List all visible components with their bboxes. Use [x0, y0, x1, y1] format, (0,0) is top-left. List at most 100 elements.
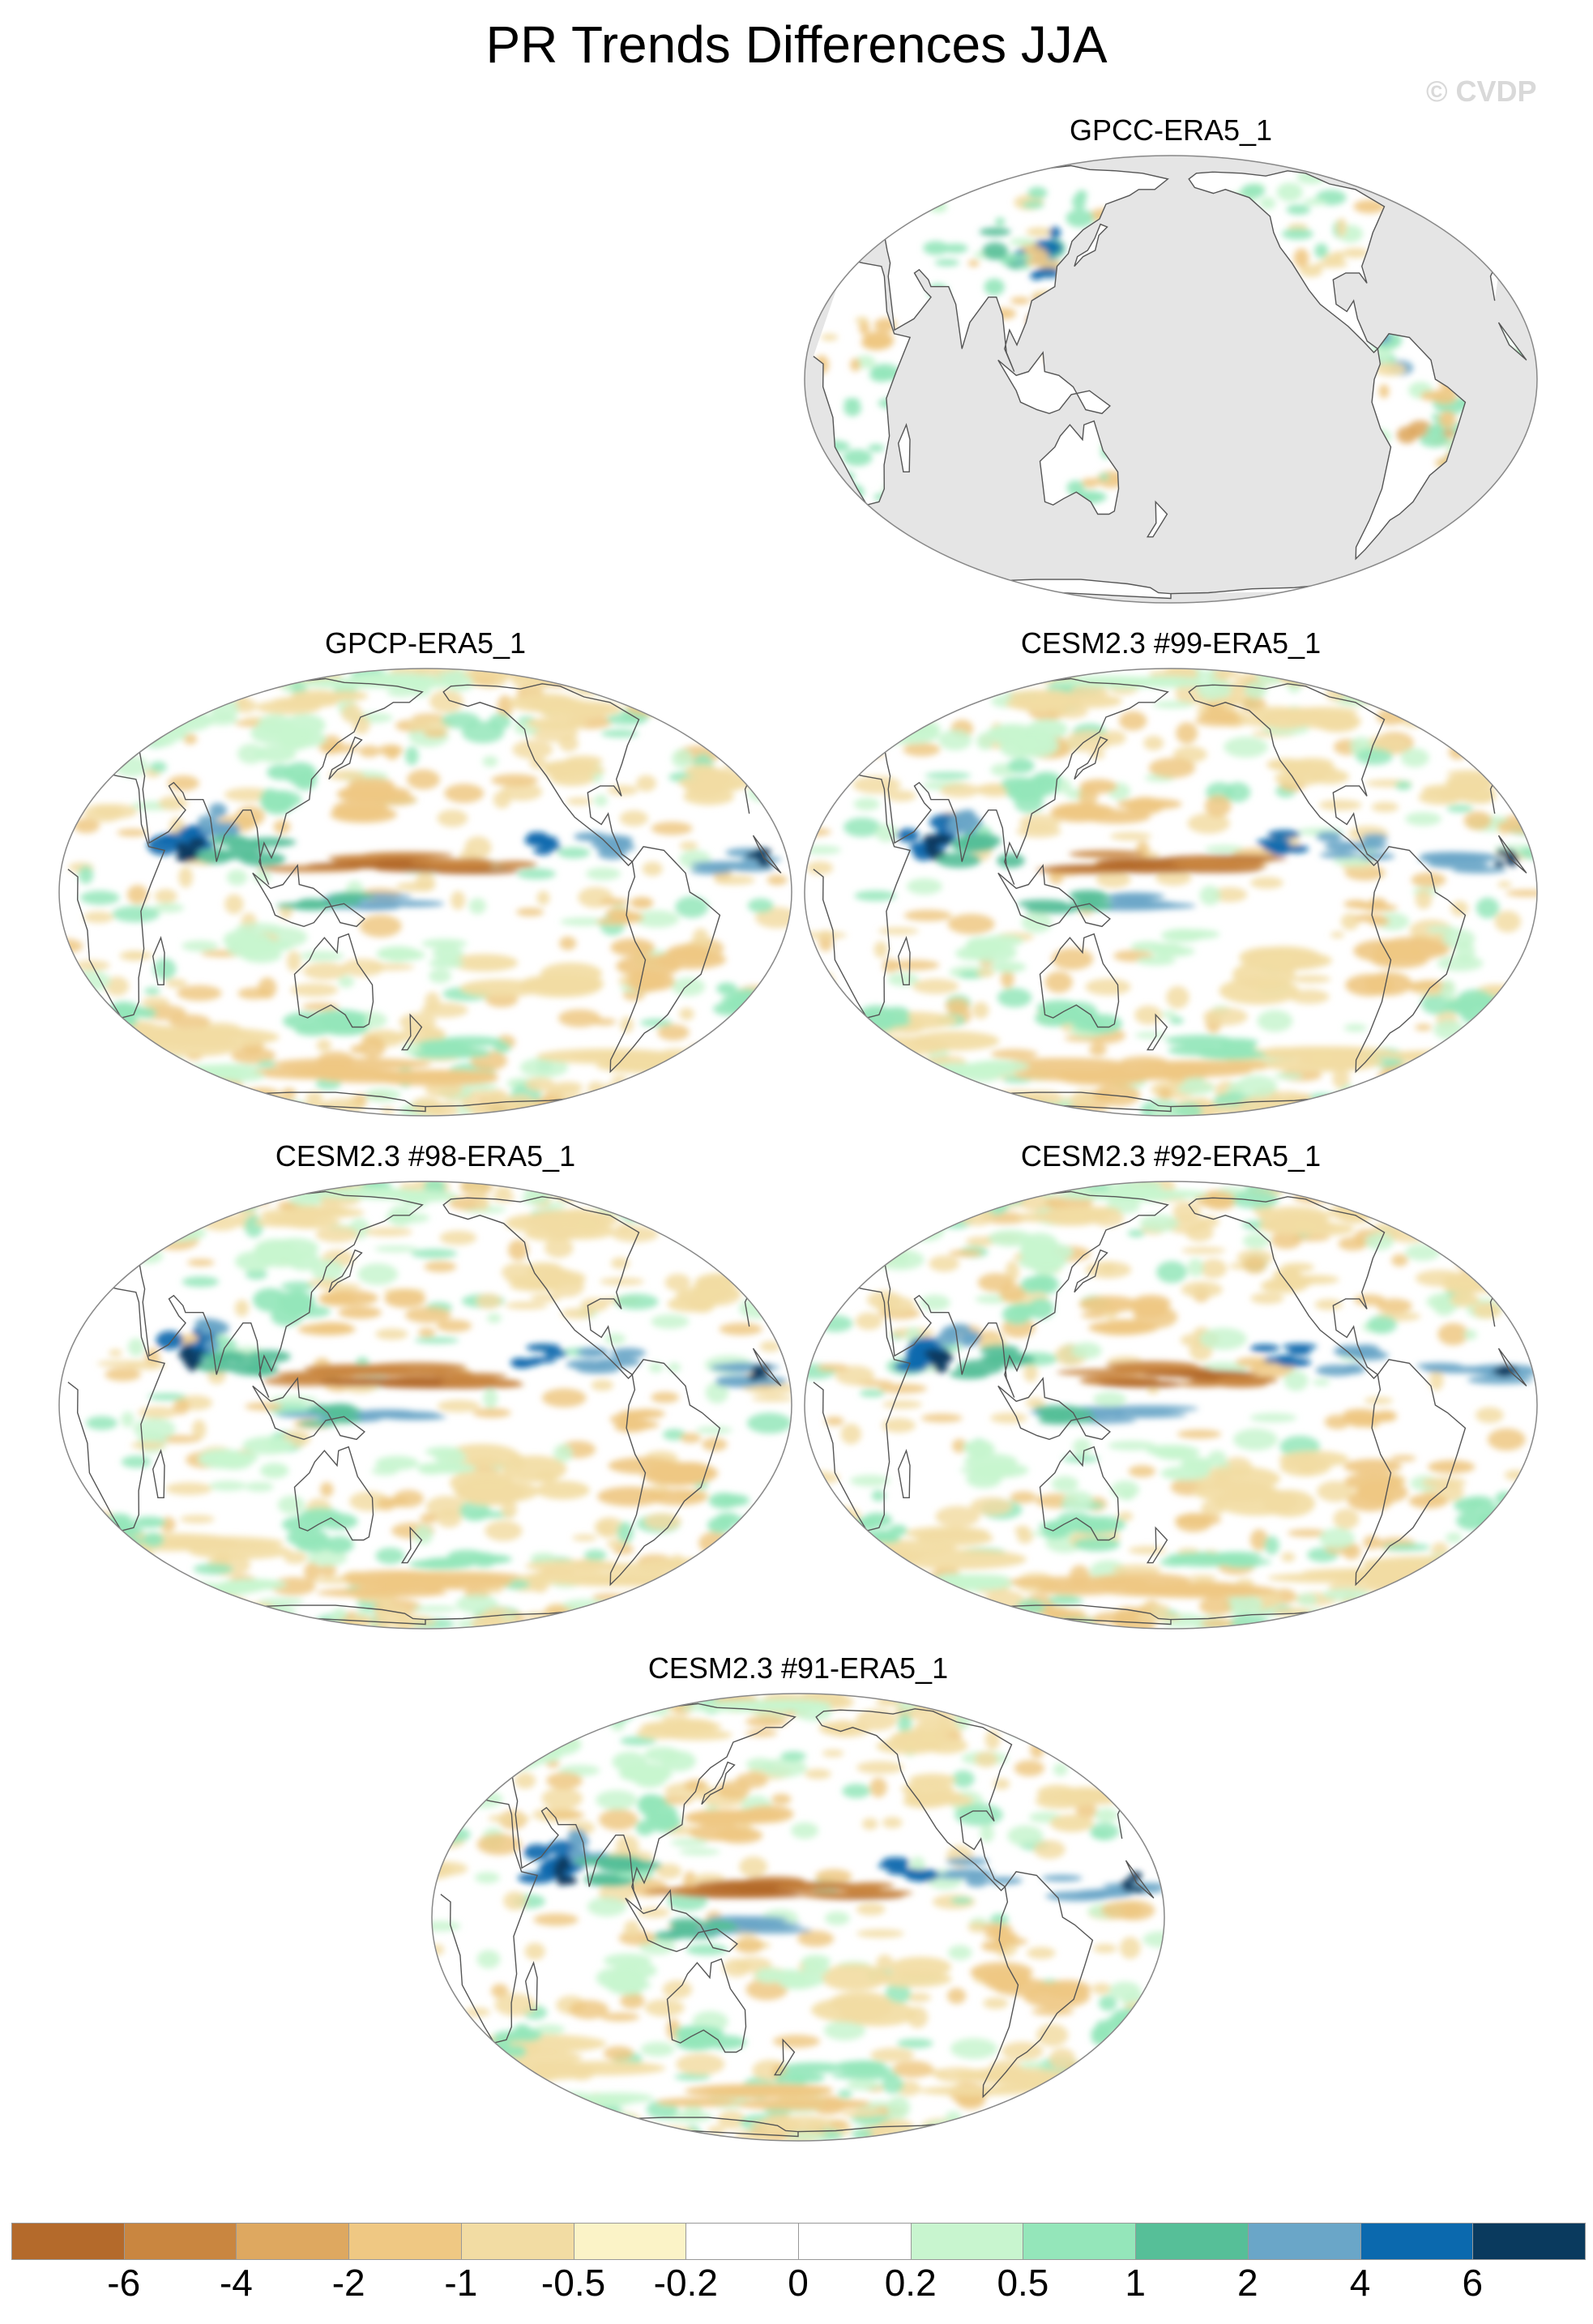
trend-contour	[805, 845, 842, 855]
trend-contour	[1089, 1043, 1107, 1056]
trend-contour	[318, 1564, 337, 1577]
trend-contour	[1365, 1232, 1394, 1250]
trend-contour	[660, 1750, 696, 1771]
trend-contour	[898, 1713, 912, 1734]
coastline-samerica	[609, 1359, 721, 1587]
trend-contour	[984, 1181, 998, 1195]
trend-contour	[284, 762, 317, 785]
trend-contour	[536, 1480, 590, 1500]
trend-contour	[1176, 1102, 1202, 1116]
trend-contour	[1463, 1281, 1505, 1293]
trend-contour	[1345, 974, 1394, 997]
trend-contour	[972, 1060, 1022, 1070]
trend-contour	[935, 1872, 976, 1880]
trend-contour	[434, 1450, 467, 1464]
trend-contour	[947, 1323, 972, 1335]
trend-contour	[200, 1064, 239, 1076]
trend-contour	[109, 1069, 143, 1079]
trend-contour	[600, 898, 629, 906]
trend-contour	[1378, 384, 1390, 399]
trend-contour	[1247, 951, 1332, 971]
trend-contour	[1315, 1365, 1357, 1377]
trend-contour	[869, 703, 916, 725]
trend-contour	[638, 1794, 667, 1811]
trend-contour	[903, 909, 952, 921]
trend-contour	[666, 944, 712, 961]
trend-contour	[931, 1606, 977, 1617]
trend-contour	[1441, 929, 1476, 949]
trend-contour	[1331, 1181, 1353, 1197]
coastline-indonesia	[252, 864, 365, 928]
trend-contour	[818, 1315, 853, 1332]
trend-contour	[1433, 1589, 1454, 1604]
trend-contour	[1168, 1045, 1234, 1057]
trend-contour	[1249, 1412, 1297, 1423]
trend-contour	[1166, 985, 1189, 1009]
trend-contour	[1269, 845, 1291, 856]
trend-contour	[1390, 696, 1411, 704]
trend-contour	[117, 1018, 137, 1028]
trend-contour	[848, 1239, 870, 1250]
trend-contour	[1199, 1258, 1228, 1279]
trend-contour	[109, 1349, 122, 1356]
trend-contour	[1127, 1060, 1279, 1070]
trend-contour	[603, 2046, 634, 2061]
trend-contour	[1082, 676, 1174, 686]
trend-contour	[1365, 669, 1385, 690]
trend-contour	[112, 905, 160, 923]
trend-contour	[1349, 675, 1381, 694]
trend-contour	[318, 1513, 358, 1530]
trend-contour	[1001, 2041, 1044, 2061]
trend-contour	[532, 2110, 573, 2129]
trend-contour	[871, 1489, 886, 1502]
trend-contour	[634, 910, 680, 928]
trend-contour	[1100, 1901, 1143, 1919]
coastline-nz	[773, 2038, 796, 2076]
trend-contour	[557, 1856, 570, 1868]
trend-contour	[818, 972, 835, 992]
trend-contour	[644, 1999, 685, 2017]
trend-contour	[1121, 1583, 1278, 1599]
trend-contour	[1337, 1607, 1360, 1626]
trend-contour	[491, 1984, 509, 1998]
trend-contour	[582, 2109, 611, 2124]
trend-contour	[1103, 1882, 1164, 1890]
trend-contour	[1172, 929, 1220, 940]
trend-contour	[865, 194, 893, 203]
trend-contour	[736, 2098, 869, 2111]
trend-contour	[380, 1107, 395, 1115]
trend-contour	[1440, 979, 1456, 1002]
trend-contour	[1157, 1087, 1172, 1100]
trend-contour	[959, 1332, 977, 1348]
trend-contour	[707, 2125, 725, 2135]
trend-contour	[946, 1988, 967, 2004]
trend-contour	[1365, 1181, 1402, 1201]
trend-contour	[244, 1215, 263, 1238]
trend-contour	[669, 1088, 699, 1102]
trend-contour	[1029, 1104, 1053, 1116]
trend-contour	[745, 1715, 788, 1728]
trend-contour	[414, 1336, 459, 1344]
trend-contour	[1462, 212, 1492, 231]
coastline-namerica	[815, 1708, 1013, 1891]
trend-contour	[1056, 1369, 1159, 1376]
trend-contour	[1001, 1304, 1032, 1325]
trend-contour	[680, 1433, 702, 1443]
trend-contour	[850, 1475, 890, 1487]
trend-contour	[964, 1440, 995, 1458]
trend-contour	[1027, 719, 1068, 740]
trend-contour	[913, 705, 937, 721]
trend-contour	[947, 1945, 972, 1960]
trend-contour	[1001, 1181, 1025, 1201]
trend-contour	[472, 1408, 511, 1418]
trend-contour	[1390, 1591, 1411, 1608]
trend-contour	[207, 1369, 226, 1385]
coastline-indonesia	[997, 351, 1111, 415]
panel-title: GPCC-ERA5_1	[1069, 113, 1273, 147]
trend-contour	[1093, 1944, 1117, 1954]
trend-contour	[523, 836, 554, 844]
trend-contour	[437, 810, 468, 827]
trend-contour	[197, 815, 218, 827]
map-border	[431, 1693, 1165, 2142]
trend-contour	[1174, 861, 1240, 870]
